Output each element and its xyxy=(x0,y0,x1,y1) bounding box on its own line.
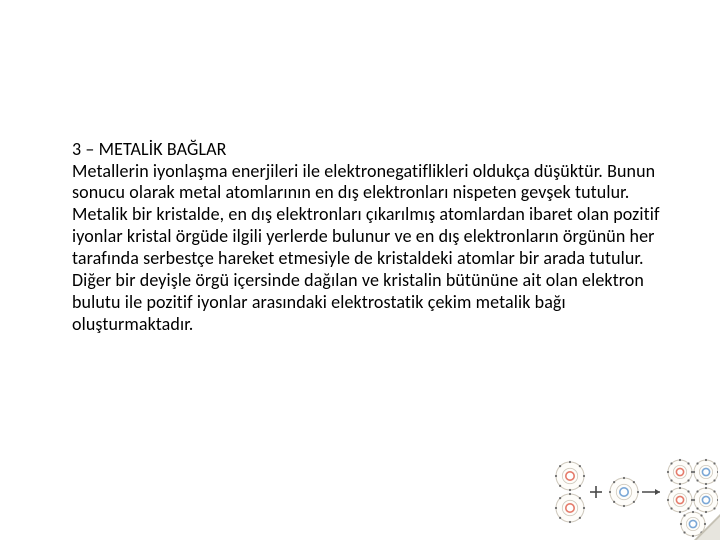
slide-heading: 3 – METALİK BAĞLAR xyxy=(72,138,662,161)
page-curl-icon xyxy=(694,514,720,540)
text-block: 3 – METALİK BAĞLAR Metallerin iyonlaşma … xyxy=(72,138,662,336)
bond-diagram xyxy=(548,456,718,538)
slide: 3 – METALİK BAĞLAR Metallerin iyonlaşma … xyxy=(0,0,720,540)
slide-body: Metallerin iyonlaşma enerjileri ile elek… xyxy=(72,161,662,337)
